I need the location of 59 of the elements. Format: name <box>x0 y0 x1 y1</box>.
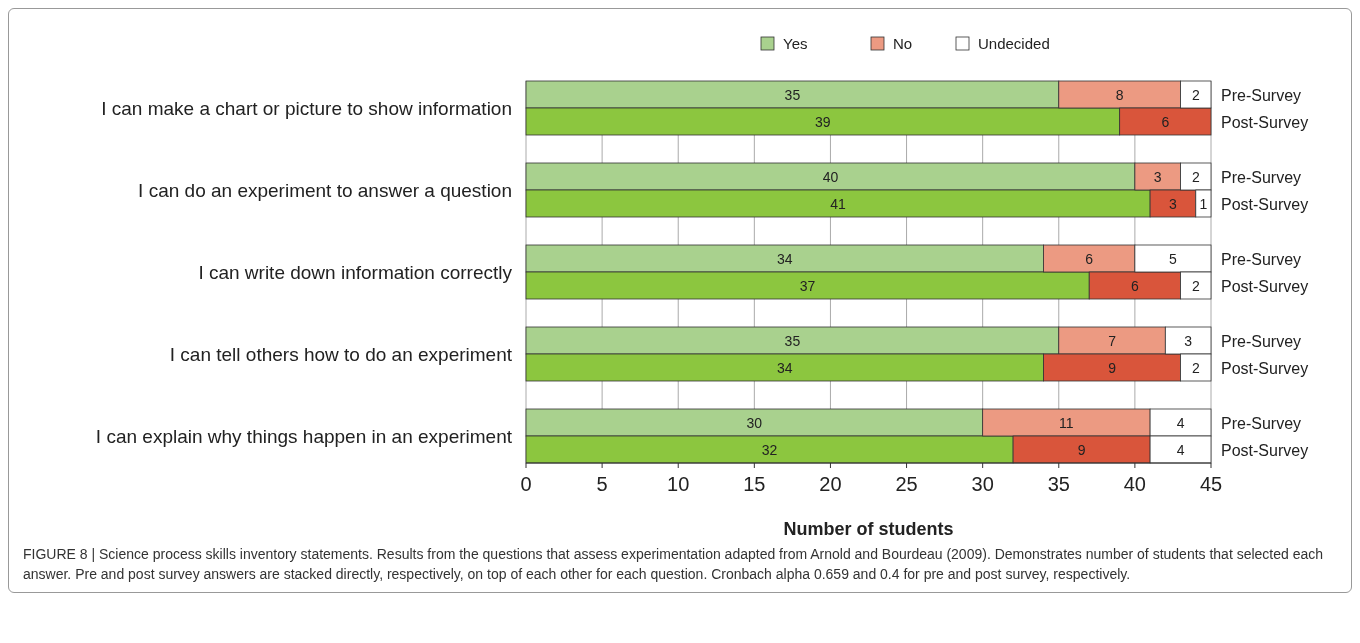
y-tick-label: Pre-Survey <box>1221 414 1302 432</box>
data-label: 4 <box>1176 441 1185 458</box>
data-label: 8 <box>1115 86 1124 103</box>
data-label: 2 <box>1191 277 1200 294</box>
data-label: 6 <box>1161 113 1170 130</box>
x-tick-label: 20 <box>819 473 842 495</box>
y-tick-label: Post-Survey <box>1221 113 1309 131</box>
x-tick-label: 0 <box>520 473 532 495</box>
data-label: 1 <box>1199 195 1208 212</box>
legend-label: Yes <box>783 35 808 52</box>
x-tick-label: 45 <box>1199 473 1223 495</box>
legend-label: No <box>893 35 913 52</box>
data-label: 37 <box>799 277 816 294</box>
data-label: 4 <box>1176 414 1185 431</box>
data-label: 30 <box>746 414 763 431</box>
data-label: 2 <box>1191 86 1200 103</box>
text: I can do an experiment to answer a question <box>138 180 512 201</box>
y-tick-label: Pre-Survey <box>1221 86 1302 104</box>
data-label: 6 <box>1130 277 1139 294</box>
legend-label: Undecided <box>978 35 1050 52</box>
y-tick-label: Pre-Survey <box>1221 168 1302 186</box>
data-label: 6 <box>1085 250 1094 267</box>
x-tick-label: 40 <box>1123 473 1147 495</box>
data-label: 2 <box>1191 359 1200 376</box>
y-tick-label: Post-Survey <box>1221 195 1309 213</box>
x-tick-label: 25 <box>895 473 918 495</box>
data-label: 3 <box>1184 332 1193 349</box>
text: I can write down information correctly <box>198 262 513 283</box>
data-label: 34 <box>776 250 793 267</box>
data-label: 7 <box>1108 332 1117 349</box>
data-label: 2 <box>1191 168 1200 185</box>
caption: FIGURE 8 | Science process skills inventory statements. Results from the questions that assess experimentation adapted from Arnold and Bourdeau (2009). Demonstrates number of students that selected each answer. Pre and post survey answers are stacked directly, respectively, on top of each other for each question. Cronbach alpha 0.659 and 0.4 for pre and post survey, respectively. <box>22 545 1325 584</box>
y-tick-label: Post-Survey <box>1221 277 1309 295</box>
y-tick-label: Post-Survey <box>1221 359 1309 377</box>
x-tick-label: 30 <box>971 473 994 495</box>
data-label: 11 <box>1059 414 1074 431</box>
y-tick-label: Pre-Survey <box>1221 250 1302 268</box>
data-label: 9 <box>1077 441 1086 458</box>
data-label: 3 <box>1169 195 1178 212</box>
x-tick-label: 35 <box>1047 473 1070 495</box>
x-axis-title: Number of students <box>783 519 954 539</box>
data-label: 9 <box>1108 359 1117 376</box>
data-label: 5 <box>1169 250 1178 267</box>
data-label: 35 <box>784 332 801 349</box>
x-tick-label: 5 <box>596 473 608 495</box>
text: I can make a chart or picture to show information <box>101 98 512 119</box>
data-label: 40 <box>822 168 839 185</box>
y-tick-label: Pre-Survey <box>1221 332 1302 350</box>
data-label: 34 <box>776 359 793 376</box>
data-label: 39 <box>815 113 831 130</box>
y-tick-label: Post-Survey <box>1221 441 1309 459</box>
data-label: 41 <box>830 195 847 212</box>
text: I can explain why things happen in an experiment <box>95 426 513 447</box>
data-label: 32 <box>761 441 778 458</box>
data-label: 35 <box>784 86 801 103</box>
text: I can tell others how to do an experiment <box>169 344 513 365</box>
data-label: 3 <box>1153 168 1162 185</box>
x-tick-label: 15 <box>743 473 766 495</box>
x-tick-label: 10 <box>667 473 690 495</box>
